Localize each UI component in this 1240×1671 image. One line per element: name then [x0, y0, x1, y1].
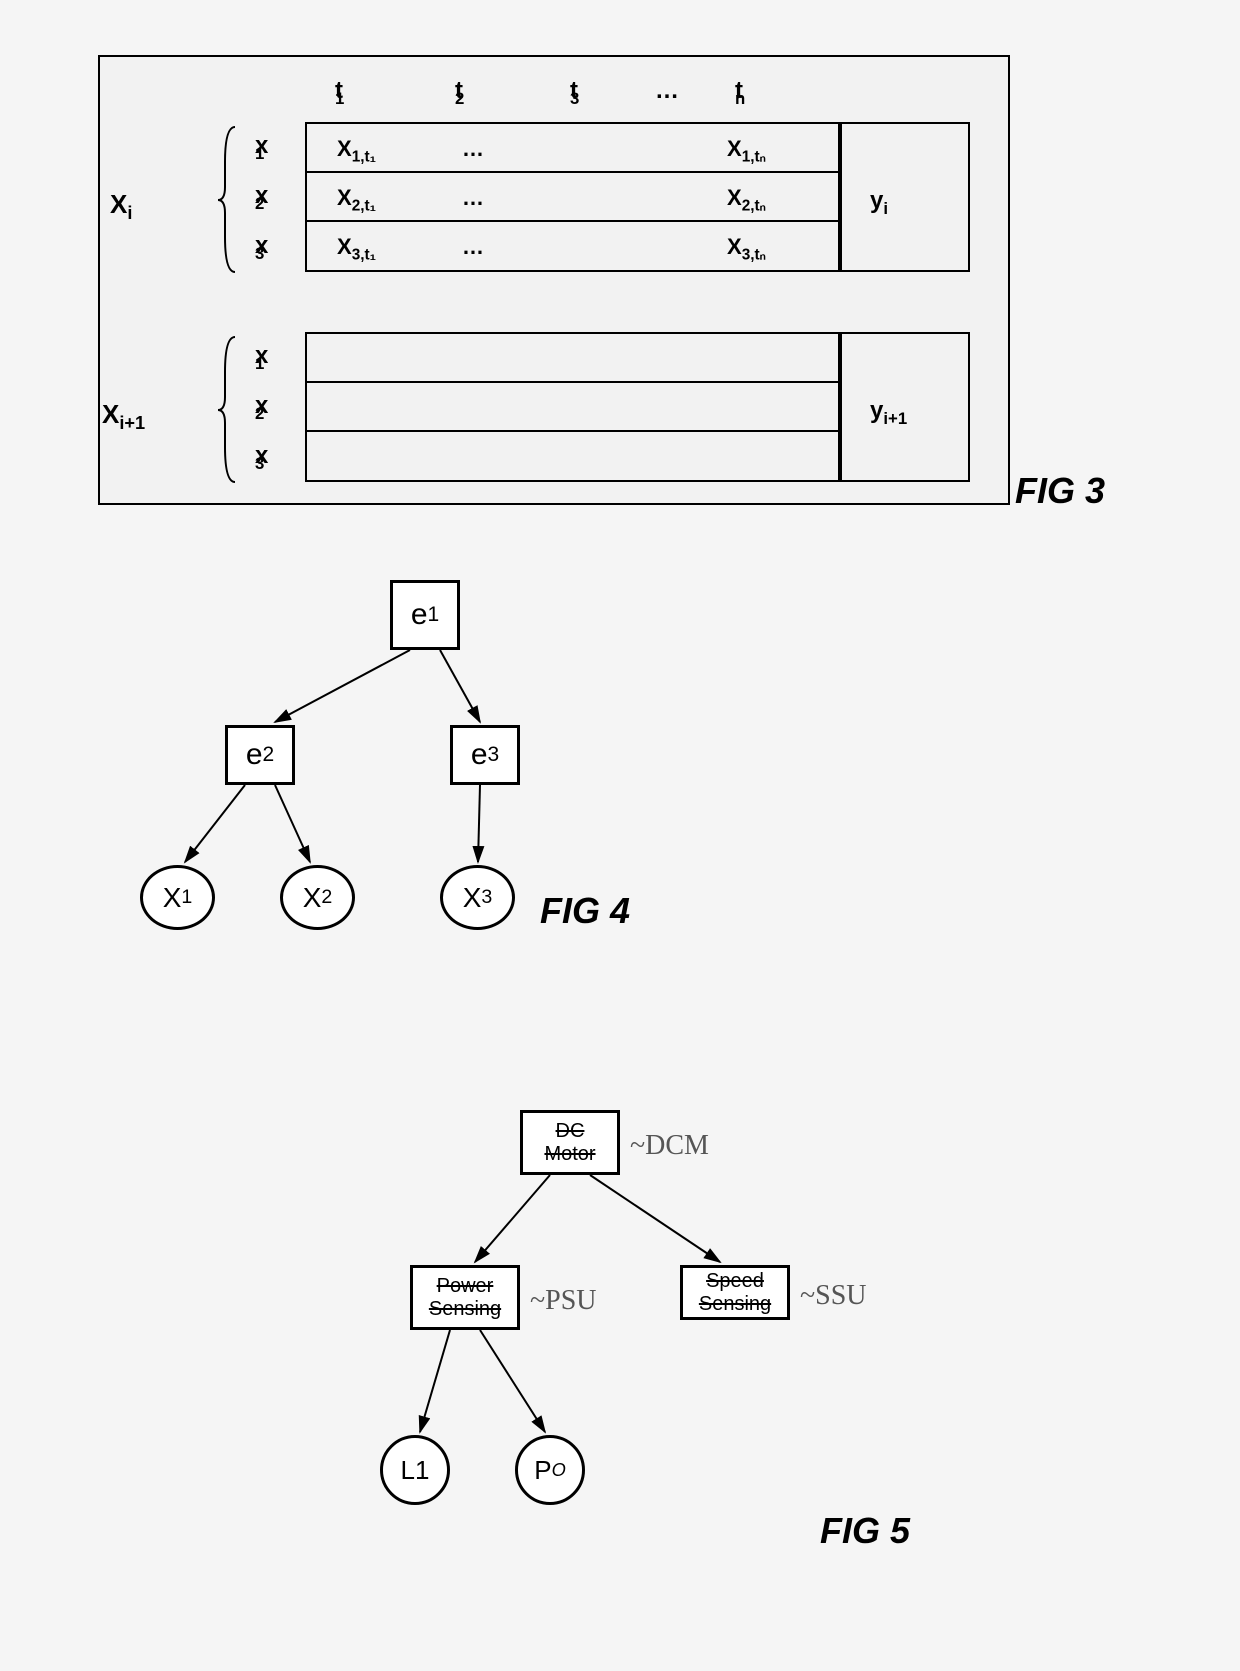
hand-psu: ~PSU [530, 1285, 597, 1317]
ps-line2: Sensing [429, 1298, 501, 1321]
time-tn: tn [735, 77, 745, 109]
node-x1: X1 [140, 865, 215, 930]
dc-line2: Motor [544, 1143, 595, 1166]
fig3-container: t1 t2 t3 … tn Xi x1 x2 x3 X1,t₁ … X1,tₙ … [98, 55, 1010, 505]
fig3-yi1: yi+1 [870, 397, 907, 429]
fig5-label: FIG 5 [820, 1510, 910, 1552]
row-x2-b: x2 [255, 392, 264, 424]
cell-x1tn: X1,tₙ [727, 136, 766, 166]
fig3-yi: yi [870, 187, 888, 219]
cell-x2tn: X2,tₙ [727, 185, 766, 215]
ps-line1: Power [437, 1275, 494, 1298]
ss-line1: Speed [706, 1270, 764, 1293]
node-e1: e1 [390, 580, 460, 650]
fig4-label: FIG 4 [540, 890, 630, 932]
fig3-label: FIG 3 [1015, 470, 1105, 512]
node-x2: X2 [280, 865, 355, 930]
dc-line1: DC [556, 1120, 585, 1143]
row-x1-a: x1 [255, 132, 264, 164]
table-row: X3,t₁ … X3,tₙ [307, 222, 838, 271]
time-t2: t2 [455, 77, 464, 109]
ss-line2: Sensing [699, 1293, 771, 1316]
fig3-ybox-1 [840, 122, 970, 272]
cell-x3tn: X3,tₙ [727, 234, 766, 264]
cell-dots: … [462, 185, 484, 211]
hand-ssu: ~SSU [800, 1280, 867, 1312]
fig3-table-1: X1,t₁ … X1,tₙ X2,t₁ … X2,tₙ X3,t₁ … X3,t… [305, 122, 840, 272]
time-t3: t3 [570, 77, 579, 109]
cell-dots: … [462, 234, 484, 260]
cell-dots: … [462, 136, 484, 162]
node-x3: X3 [440, 865, 515, 930]
fig3-group-xi1: Xi+1 [102, 399, 145, 434]
node-dc-motor: DC Motor [520, 1110, 620, 1175]
fig5-container: DC Motor ~DCM Power Sensing ~PSU Speed S… [380, 1100, 1000, 1600]
fig3-table-2 [305, 332, 840, 482]
table-row [307, 432, 838, 481]
time-dots: … [655, 77, 679, 105]
cell-x1t1: X1,t₁ [337, 136, 376, 166]
row-x2-a: x2 [255, 182, 264, 214]
node-speed-sensing: Speed Sensing [680, 1265, 790, 1320]
hand-dcm: ~DCM [630, 1130, 709, 1162]
fig3-group-xi: Xi [110, 189, 132, 224]
table-row: X2,t₁ … X2,tₙ [307, 173, 838, 222]
node-e2: e2 [225, 725, 295, 785]
node-l1: L1 [380, 1435, 450, 1505]
fig3-bracket1 [215, 122, 245, 282]
row-x3-b: x3 [255, 442, 264, 474]
node-power-sensing: Power Sensing [410, 1265, 520, 1330]
fig3-bracket2 [215, 332, 245, 492]
table-row: X1,t₁ … X1,tₙ [307, 124, 838, 173]
node-e3: e3 [450, 725, 520, 785]
table-row [307, 383, 838, 432]
node-po: PO [515, 1435, 585, 1505]
time-t1: t1 [335, 77, 344, 109]
cell-x2t1: X2,t₁ [337, 185, 376, 215]
cell-x3t1: X3,t₁ [337, 234, 376, 264]
table-row [307, 334, 838, 383]
fig4-container: e1 e2 e3 X1 X2 X3 FIG 4 [130, 570, 750, 980]
row-x1-b: x1 [255, 342, 264, 374]
row-x3-a: x3 [255, 232, 264, 264]
